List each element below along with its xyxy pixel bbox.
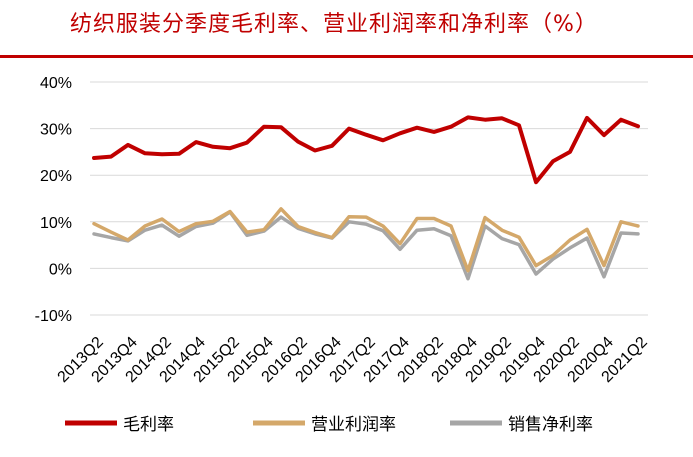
legend-label: 毛利率 [123, 415, 174, 435]
y-tick-label: 10% [40, 215, 72, 232]
y-tick-label: 40% [40, 75, 72, 92]
series-layer [92, 115, 640, 281]
y-tick-label: -10% [35, 308, 72, 325]
legend-label: 销售净利率 [508, 415, 593, 435]
y-tick-label: 30% [40, 122, 72, 139]
legend: 毛利率 营业利润率 销售净利率 [65, 415, 593, 435]
y-tick-label: 20% [40, 168, 72, 185]
series-line-1 [92, 115, 640, 185]
series-line-3 [92, 210, 640, 281]
legend-label: 营业利润率 [311, 415, 396, 435]
series-line-2 [92, 207, 640, 273]
title-rule [0, 55, 693, 58]
chart-title: 纺织服装分季度毛利率、营业利润率和净利率（%） [70, 12, 598, 37]
grid-layer [90, 81, 648, 316]
axis-layer: -10%0%10%20%30%40%2013Q22013Q42014Q22014… [35, 75, 651, 386]
y-tick-label: 0% [49, 261, 72, 278]
